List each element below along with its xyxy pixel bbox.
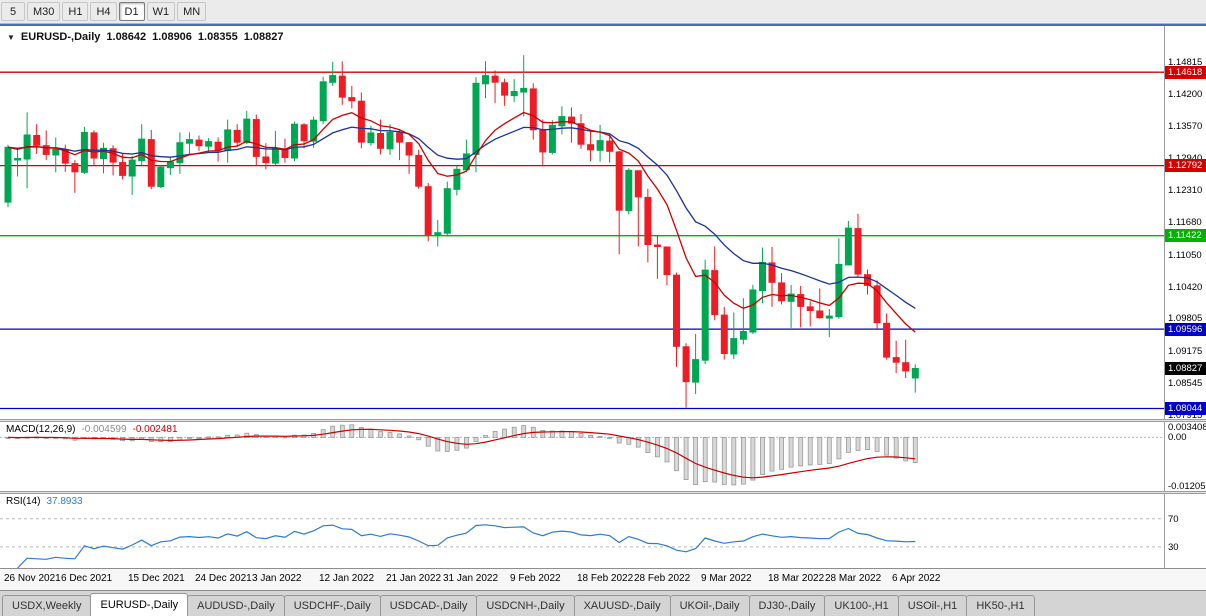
chart-tabs-bar: USDX,Weekly EURUSD-,Daily AUDUSD-,Daily USD…	[0, 590, 1206, 616]
level-price-badge: 1.09596	[1165, 323, 1206, 336]
chart-tab-usdcnh-daily[interactable]: USDCNH-,Daily	[476, 595, 575, 616]
price-axis-label: 1.12940	[1168, 153, 1202, 164]
chart-symbol-label: EURUSD-,Daily	[20, 31, 101, 43]
time-axis-label: 6 Apr 2022	[892, 573, 941, 584]
time-axis-label: 26 Nov 2021	[4, 573, 61, 584]
time-axis-label: 28 Feb 2022	[634, 573, 691, 584]
horizontal-level-lines[interactable]	[0, 71, 1164, 410]
time-axis-label: 9 Feb 2022	[510, 573, 561, 584]
macd-chart-svg[interactable]	[0, 422, 1164, 492]
rsi-name: RSI(14)	[6, 496, 41, 508]
rsi-value: 37.8933	[46, 496, 83, 508]
level-price-badge: 1.08044	[1165, 402, 1206, 415]
chart-tab-xauusd-daily[interactable]: XAUUSD-,Daily	[573, 595, 671, 616]
time-axis-label: 6 Dec 2021	[61, 573, 113, 584]
price-axis-label: 1.13570	[1168, 121, 1203, 132]
price-axis-label: 1.11680	[1168, 217, 1202, 228]
ohlc-low-value: 1.08355	[197, 31, 238, 43]
price-axis-label: 1.10420	[1168, 282, 1203, 293]
rsi-level-label: 30	[1168, 542, 1179, 554]
time-axis-label: 3 Jan 2022	[252, 573, 302, 584]
price-chart-svg[interactable]	[0, 26, 1164, 419]
price-panel[interactable]: ▼ EURUSD-,Daily 1.08642 1.08906 1.08355 …	[0, 26, 1206, 419]
chart-tab-usdchf-daily[interactable]: USDCHF-,Daily	[283, 595, 381, 616]
time-axis-label: 31 Jan 2022	[443, 573, 499, 584]
macd-axis[interactable]: 0.003408 0.00 -0.01205	[1164, 421, 1206, 492]
time-axis-label: 24 Dec 2021	[195, 573, 252, 584]
macd-axis-label: 0.003408	[1168, 421, 1206, 433]
chart-tab-usdcad-daily[interactable]: USDCAD-,Daily	[379, 595, 478, 616]
timeframe-button-d1[interactable]: D1	[118, 2, 145, 21]
timeframe-button-h4[interactable]: H4	[90, 2, 117, 21]
price-axis-label: 1.09175	[1168, 346, 1203, 357]
timeframe-button-m30[interactable]: M30	[27, 2, 61, 21]
time-axis-label: 15 Dec 2021	[128, 573, 185, 584]
time-axis-label: 28 Mar 2022	[825, 573, 882, 584]
rsi-axis[interactable]: 70 30	[1164, 494, 1206, 568]
timeframe-button-5[interactable]: 5	[1, 2, 25, 21]
rsi-panel[interactable]: RSI(14) 37.8933 70 30	[0, 494, 1206, 568]
price-axis-label: 1.11050	[1168, 250, 1202, 261]
time-axis-label: 18 Mar 2022	[768, 573, 825, 584]
current-price-badge: 1.08827	[1165, 362, 1206, 375]
macd-main-value: -0.004599	[81, 423, 127, 435]
chart-ohlc-header: ▼ EURUSD-,Daily 1.08642 1.08906 1.08355 …	[7, 31, 283, 43]
chart-tab-uk100-h1[interactable]: UK100-,H1	[824, 595, 899, 616]
macd-label: MACD(12,26,9) -0.004599 -0.002481	[6, 424, 178, 435]
macd-signal-line	[7, 428, 916, 478]
chart-tab-audusd-daily[interactable]: AUDUSD-,Daily	[187, 595, 285, 616]
timeframe-button-w1[interactable]: W1	[146, 2, 176, 21]
rsi-chart-svg[interactable]	[0, 494, 1164, 568]
chart-window: ▼ EURUSD-,Daily 1.08642 1.08906 1.08355 …	[0, 24, 1206, 568]
chart-tab-ukoil-daily[interactable]: UKOil-,Daily	[669, 595, 750, 616]
price-axis-label: 1.14815	[1168, 57, 1203, 68]
level-price-badge: 1.12792	[1165, 159, 1206, 172]
rsi-label: RSI(14) 37.8933	[6, 496, 83, 507]
time-axis-label: 9 Mar 2022	[701, 573, 752, 584]
time-axis-label: 18 Feb 2022	[577, 573, 634, 584]
macd-axis-label: -0.01205	[1168, 480, 1206, 492]
price-axis-label: 1.14200	[1168, 89, 1203, 100]
rsi-line	[17, 524, 916, 568]
chart-tab-eurusd-daily[interactable]: EURUSD-,Daily	[90, 593, 189, 616]
macd-axis-label: 0.00	[1168, 431, 1187, 443]
time-axis-label: 12 Jan 2022	[319, 573, 375, 584]
time-axis-label: 21 Jan 2022	[386, 573, 442, 584]
level-price-badge: 1.11422	[1165, 229, 1206, 242]
timeframe-toolbar: 5 M30 H1 H4 D1 W1 MN	[0, 0, 1206, 24]
rsi-level-label: 70	[1168, 514, 1179, 526]
price-axis-label: 1.12310	[1168, 185, 1203, 196]
candlesticks	[4, 55, 919, 408]
panel-separator[interactable]	[0, 491, 1206, 495]
level-price-badge: 1.14618	[1165, 66, 1206, 79]
price-axis[interactable]: 1.14815 1.14200 1.13570 1.12940 1.12310 1.116…	[1164, 26, 1206, 419]
ohlc-close-value: 1.08827	[243, 31, 284, 43]
macd-panel[interactable]: MACD(12,26,9) -0.004599 -0.002481 0.0034…	[0, 421, 1206, 492]
symbol-dropdown-icon[interactable]: ▼	[7, 32, 15, 42]
ohlc-high-value: 1.08906	[152, 31, 192, 43]
chart-tab-hk50-h1[interactable]: HK50-,H1	[966, 595, 1035, 616]
chart-tab-usdx-weekly[interactable]: USDX,Weekly	[2, 595, 92, 616]
price-axis-label: 1.08545	[1168, 378, 1203, 389]
panel-separator[interactable]	[0, 418, 1206, 422]
timeframe-button-h1[interactable]: H1	[62, 2, 89, 21]
price-axis-label: 1.09805	[1168, 313, 1203, 324]
chart-tab-dj30-daily[interactable]: DJ30-,Daily	[748, 595, 826, 616]
time-axis[interactable]: 26 Nov 2021 6 Dec 2021 15 Dec 2021 24 Dec 2…	[0, 568, 1206, 590]
chart-tab-usoil-h1[interactable]: USOil-,H1	[897, 595, 968, 616]
ohlc-open-value: 1.08642	[106, 31, 147, 43]
macd-name: MACD(12,26,9)	[6, 423, 76, 435]
macd-signal-value: -0.002481	[132, 423, 178, 435]
slow-moving-average-line	[7, 126, 916, 309]
fast-moving-average-line	[7, 111, 916, 333]
timeframe-button-mn[interactable]: MN	[177, 2, 207, 21]
